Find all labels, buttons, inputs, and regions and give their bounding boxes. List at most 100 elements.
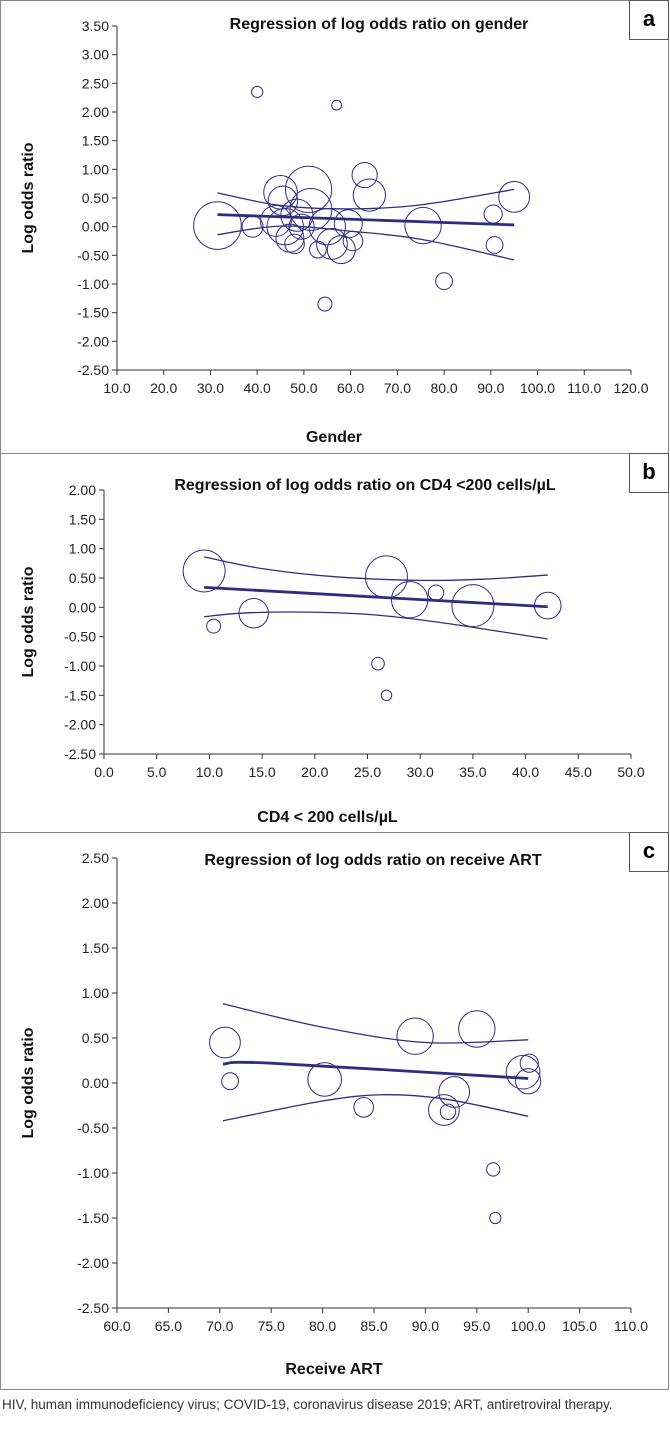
data-bubble (396, 1017, 434, 1055)
regression-line (204, 585, 548, 609)
ci-lower-line (222, 1094, 529, 1122)
x-tick-label: 60.0 (103, 1318, 130, 1334)
x-axis-label: CD4 < 200 cells/µL (257, 809, 398, 826)
y-tick-label: -0.50 (77, 1120, 109, 1136)
y-tick-label: 1.00 (82, 161, 109, 177)
y-tick-label: 1.00 (69, 541, 96, 557)
y-tick-label: 3.00 (82, 47, 109, 63)
ci-upper-line (217, 188, 515, 210)
y-tick-label: 2.00 (82, 104, 109, 120)
y-tick-label: -1.00 (77, 1165, 109, 1181)
ci-lower-line (204, 611, 548, 640)
panel-letter-a: a (629, 0, 669, 40)
y-tick-label: 1.50 (69, 511, 96, 527)
y-tick-label: -2.50 (64, 746, 96, 762)
data-bubble (284, 165, 333, 213)
y-tick-label: 3.50 (82, 18, 109, 34)
data-bubble (317, 296, 333, 312)
ci-lower-line (217, 225, 515, 261)
data-bubble (371, 656, 385, 671)
data-bubble (309, 240, 327, 259)
x-axis-label: Gender (306, 429, 362, 446)
data-bubble (427, 584, 445, 601)
ci-upper-line (222, 1003, 529, 1044)
data-bubble (351, 161, 378, 189)
y-axis-label: Log odds ratio (20, 566, 37, 677)
x-axis-label: Receive ART (285, 1361, 382, 1378)
x-tick-label: 35.0 (459, 764, 486, 780)
data-bubble (307, 1062, 342, 1097)
y-tick-label: 0.00 (69, 599, 96, 615)
chart-c-svg: Regression of log odds ratio on receive … (20, 850, 648, 1378)
y-tick-label: 2.50 (82, 75, 109, 91)
y-tick-label: -2.50 (77, 362, 109, 378)
x-tick-label: 40.0 (512, 764, 539, 780)
chart-b-svg: Regression of log odds ratio on CD4 <200… (20, 477, 645, 826)
data-bubble (209, 1026, 241, 1059)
data-bubble (259, 205, 292, 237)
y-tick-label: 0.00 (82, 1075, 109, 1091)
x-tick-label: 30.0 (407, 764, 434, 780)
x-tick-label: 120.0 (613, 380, 648, 396)
data-bubble (352, 178, 386, 212)
panel-letter-b: b (629, 453, 669, 493)
data-bubble (380, 689, 393, 702)
y-tick-label: -1.50 (77, 305, 109, 321)
x-tick-label: 75.0 (258, 1318, 285, 1334)
chart-a-svg: Regression of log odds ratio on gender 3.… (20, 16, 649, 446)
data-bubble (182, 549, 226, 593)
x-tick-label: 0.0 (94, 764, 114, 780)
regression-line (217, 213, 515, 227)
data-bubble (404, 206, 442, 245)
x-tick-label: 40.0 (244, 380, 271, 396)
data-bubble (364, 555, 408, 599)
x-tick-label: 65.0 (155, 1318, 182, 1334)
data-bubble (241, 215, 264, 238)
y-tick-label: -2.50 (77, 1300, 109, 1316)
chart-title: Regression of log odds ratio on CD4 <200… (174, 477, 556, 494)
chart-title: Regression of log odds ratio on receive … (204, 852, 541, 869)
data-bubble (439, 1103, 457, 1120)
y-tick-label: 0.00 (82, 219, 109, 235)
y-tick-label: 1.50 (82, 133, 109, 149)
y-axis-label: Log odds ratio (20, 1027, 37, 1138)
x-tick-label: 85.0 (360, 1318, 387, 1334)
y-tick-label: -1.00 (77, 276, 109, 292)
data-bubble (435, 272, 453, 291)
y-tick-label: 0.50 (82, 190, 109, 206)
y-tick-label: -1.50 (64, 687, 96, 703)
x-tick-label: 80.0 (430, 380, 457, 396)
x-tick-label: 90.0 (412, 1318, 439, 1334)
data-bubble (206, 618, 222, 634)
regression-line (222, 1060, 529, 1080)
x-tick-label: 105.0 (562, 1318, 597, 1334)
y-tick-label: 2.00 (69, 482, 96, 498)
x-tick-label: 20.0 (150, 380, 177, 396)
x-tick-label: 25.0 (354, 764, 381, 780)
data-bubble (483, 204, 503, 224)
data-bubble (326, 235, 356, 265)
data-bubble (193, 201, 242, 250)
x-tick-label: 10.0 (196, 764, 223, 780)
figure-caption: HIV, human immunodeficiency virus; COVID… (2, 1397, 613, 1412)
data-bubble (221, 1072, 239, 1091)
y-tick-label: -2.00 (64, 717, 96, 733)
data-bubble (428, 1094, 460, 1126)
x-tick-label: 90.0 (477, 380, 504, 396)
x-tick-label: 70.0 (206, 1318, 233, 1334)
x-tick-label: 50.0 (290, 380, 317, 396)
data-bubble (498, 180, 531, 213)
x-tick-label: 20.0 (301, 764, 328, 780)
y-tick-label: -1.00 (64, 658, 96, 674)
y-tick-label: 0.50 (69, 570, 96, 586)
chart-panel-c: Regression of log odds ratio on receive … (0, 832, 669, 1390)
chart-panel-a: Regression of log odds ratio on gender 3.… (0, 0, 669, 454)
x-tick-label: 10.0 (103, 380, 130, 396)
x-tick-label: 45.0 (565, 764, 592, 780)
y-tick-label: -2.00 (77, 333, 109, 349)
x-tick-label: 60.0 (337, 380, 364, 396)
y-tick-label: -2.00 (77, 1255, 109, 1271)
x-tick-label: 110.0 (567, 380, 601, 396)
data-bubble (515, 1068, 542, 1095)
x-tick-label: 100.0 (520, 380, 555, 396)
